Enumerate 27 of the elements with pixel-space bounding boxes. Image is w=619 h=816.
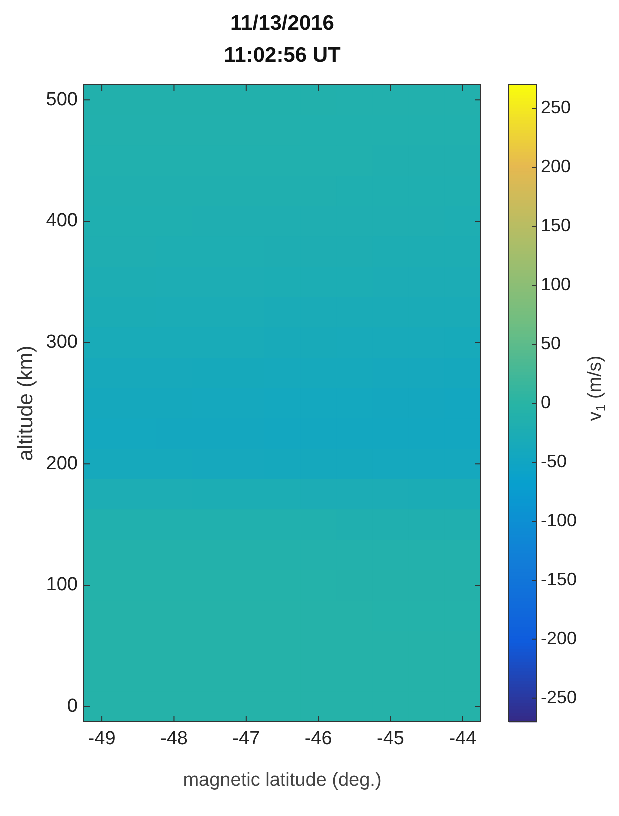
color-bar-title: v1 (m/s) xyxy=(585,356,608,422)
x-tick-label: -44 xyxy=(449,728,478,750)
y-tick-label: 100 xyxy=(46,574,78,596)
color-bar-label: 250 xyxy=(541,98,572,118)
color-bar-label: -250 xyxy=(541,687,578,708)
x-tick-label: -48 xyxy=(160,728,188,750)
color-bar-label: -200 xyxy=(541,628,578,648)
y-tick-label: 500 xyxy=(46,89,78,110)
color-bar-label: -100 xyxy=(541,510,578,530)
y-tick-label: 200 xyxy=(46,453,78,474)
x-tick-label: -47 xyxy=(232,728,260,750)
x-axis-title: magnetic latitude (deg.) xyxy=(183,770,382,791)
color-bar-label: 200 xyxy=(541,156,572,177)
y-axis-title: altitude (km) xyxy=(14,346,38,462)
y-tick-label: 400 xyxy=(46,210,78,232)
x-tick-label: -49 xyxy=(88,728,116,750)
y-tick-label: 300 xyxy=(46,332,78,354)
color-bar-label: 100 xyxy=(541,274,572,295)
y-tick-label: 0 xyxy=(67,696,78,718)
color-bar-label: -50 xyxy=(541,451,568,472)
color-bar-label: 50 xyxy=(541,333,562,354)
color-bar-label: 150 xyxy=(541,216,572,236)
color-bar-label: -150 xyxy=(541,569,578,590)
x-tick-label: -46 xyxy=(304,728,332,750)
x-tick-label: -45 xyxy=(377,728,405,750)
chart-title: 11/13/2016 11:02:56 UT xyxy=(224,12,342,67)
color-bar-label: 0 xyxy=(541,392,552,412)
